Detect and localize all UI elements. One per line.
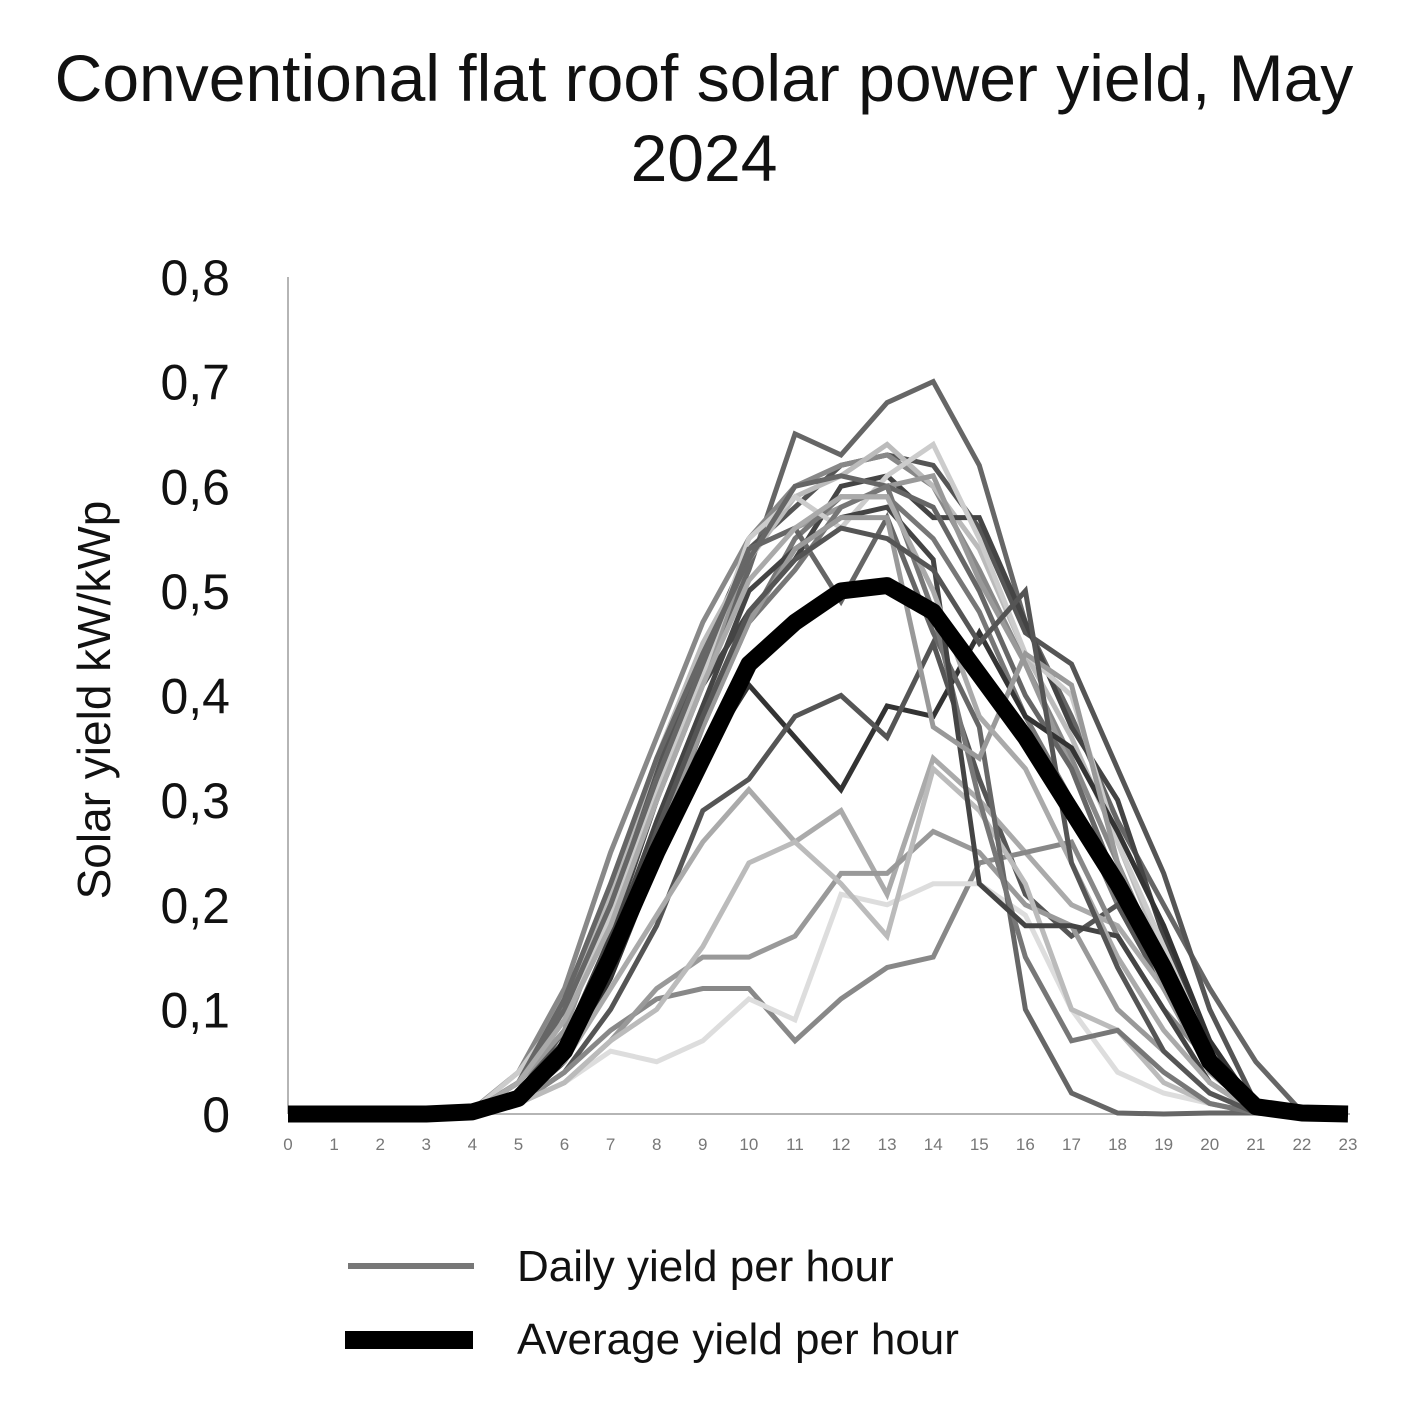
daily-yield-line xyxy=(288,636,1348,1117)
x-tick-labels: 0 1 2 3 4 5 6 7 8 9 10 11 12 13 14 15 16 17 18 19 20 21 22 23 xyxy=(283,1135,1357,1154)
chart-title: Conventional flat roof solar power yield… xyxy=(54,41,1354,195)
x-tick-label: 23 xyxy=(1339,1135,1358,1154)
x-tick-label: 9 xyxy=(698,1135,707,1154)
y-tick-label: 0,4 xyxy=(160,669,230,725)
legend: Daily yield per hour Average yield per h… xyxy=(345,1242,959,1364)
x-tick-label: 4 xyxy=(468,1135,477,1154)
x-tick-label: 7 xyxy=(606,1135,615,1154)
x-tick-label: 0 xyxy=(283,1135,292,1154)
x-tick-label: 18 xyxy=(1108,1135,1127,1154)
average-series-group xyxy=(288,577,1349,1123)
y-tick-label: 0,7 xyxy=(160,355,230,411)
x-tick-label: 11 xyxy=(786,1135,804,1154)
x-tick-label: 13 xyxy=(878,1135,897,1154)
y-tick-label: 0 xyxy=(202,1087,230,1143)
x-tick-label: 6 xyxy=(560,1135,569,1154)
x-tick-label: 1 xyxy=(329,1135,338,1154)
x-tick-label: 16 xyxy=(1016,1135,1035,1154)
x-tick-label: 5 xyxy=(514,1135,523,1154)
x-tick-label: 17 xyxy=(1062,1135,1081,1154)
average-yield-line xyxy=(288,577,1349,1123)
x-tick-label: 21 xyxy=(1246,1135,1265,1154)
x-tick-label: 19 xyxy=(1154,1135,1173,1154)
y-tick-label: 0,1 xyxy=(160,982,230,1038)
x-tick-label: 3 xyxy=(422,1135,431,1154)
x-tick-label: 12 xyxy=(832,1135,851,1154)
y-tick-label: 0,2 xyxy=(160,878,230,934)
x-tick-label: 20 xyxy=(1200,1135,1219,1154)
y-tick-labels: 0 0,1 0,2 0,3 0,4 0,5 0,6 0,7 0,8 xyxy=(160,250,230,1143)
x-tick-label: 22 xyxy=(1292,1135,1311,1154)
x-tick-label: 14 xyxy=(924,1135,943,1154)
x-tick-label: 2 xyxy=(375,1135,384,1154)
y-tick-label: 0,5 xyxy=(160,564,230,620)
y-tick-label: 0,6 xyxy=(160,459,230,515)
y-axis-label-group: Solar yield kW/kWp xyxy=(68,501,120,900)
x-tick-label: 15 xyxy=(970,1135,989,1154)
y-tick-label: 0,3 xyxy=(160,773,230,829)
legend-daily-label: Daily yield per hour xyxy=(517,1242,894,1291)
legend-average-label: Average yield per hour xyxy=(517,1315,959,1364)
y-tick-label: 0,8 xyxy=(160,250,230,306)
x-tick-label: 10 xyxy=(739,1135,758,1154)
x-tick-label: 8 xyxy=(652,1135,661,1154)
y-axis-label: Solar yield kW/kWp xyxy=(68,501,120,900)
